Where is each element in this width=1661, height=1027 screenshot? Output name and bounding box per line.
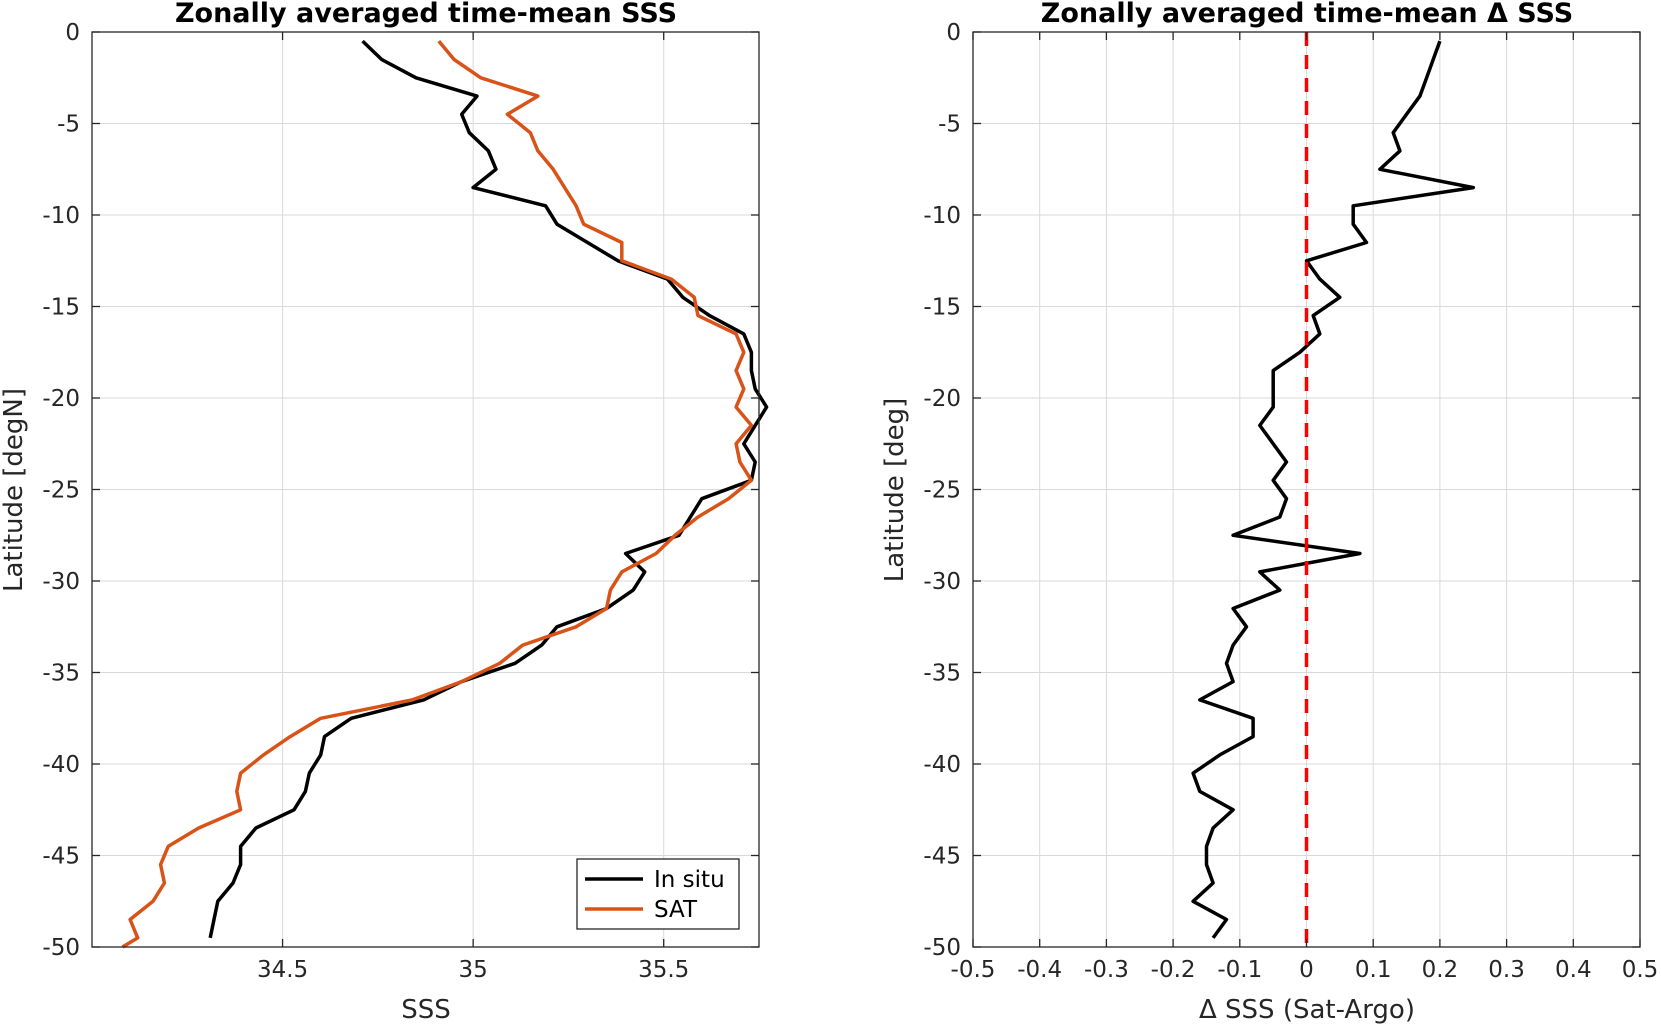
right-x-tick-label: 0.2 — [1422, 957, 1459, 983]
right-x-tick-label: 0.1 — [1355, 957, 1392, 983]
left-y-tick-label: -10 — [42, 203, 80, 229]
right-y-tick-label: -15 — [923, 295, 961, 321]
right-x-tick-label: 0.3 — [1488, 957, 1525, 983]
right-y-tick-label: -35 — [923, 661, 961, 687]
right-y-axis-label: Latitude [deg] — [880, 398, 910, 583]
right-x-tick-label: 0 — [1299, 957, 1314, 983]
left-x-tick-label: 35 — [459, 957, 488, 983]
left-x-tick-label: 34.5 — [257, 957, 308, 983]
right-y-tick-label: -25 — [923, 478, 961, 504]
legend: In situ SAT — [576, 858, 740, 930]
left-y-tick-label: -40 — [42, 752, 80, 778]
right-x-tick-label: 0.4 — [1555, 957, 1592, 983]
legend-box — [576, 858, 740, 930]
left-y-tick-label: -35 — [42, 661, 80, 687]
left-panel-sss: Zonally averaged time-mean SSS 34.5 35 35.… — [0, 0, 769, 1025]
left-y-tick-label: -50 — [42, 935, 80, 961]
right-y-tick-label: -40 — [923, 752, 961, 778]
right-x-tick-label: -0.3 — [1084, 957, 1129, 983]
right-x-tick-label: -0.1 — [1217, 957, 1262, 983]
legend-label-sat: SAT — [654, 897, 698, 923]
right-x-tick-label: -0.2 — [1151, 957, 1196, 983]
right-chart-title: Zonally averaged time-mean Δ SSS — [1041, 0, 1573, 29]
right-y-tick-label: 0 — [946, 20, 961, 46]
left-y-tick-label: -25 — [42, 478, 80, 504]
left-y-axis-label: Latitude [degN] — [0, 388, 29, 592]
left-y-tick-label: -5 — [57, 112, 80, 138]
right-y-tick-label: -20 — [923, 386, 961, 412]
left-y-tick-label: -45 — [42, 844, 80, 870]
left-series-line-in-situ — [208, 39, 769, 939]
left-y-tick-label: -30 — [42, 569, 80, 595]
legend-label-in-situ: In situ — [654, 867, 725, 893]
right-series-line-delta — [1191, 40, 1476, 939]
right-panel-delta-sss: Zonally averaged time-mean Δ SSS -0.5 -0.… — [880, 0, 1658, 1025]
right-y-tick-label: -30 — [923, 569, 961, 595]
right-y-tick-label: -50 — [923, 935, 961, 961]
right-y-tick-label: -5 — [938, 112, 961, 138]
left-y-tick-label: -20 — [42, 386, 80, 412]
left-series-line-sat — [121, 39, 754, 949]
right-x-tick-label: -0.4 — [1017, 957, 1062, 983]
right-x-tick-label: 0.5 — [1622, 957, 1659, 983]
right-y-tick-label: -45 — [923, 844, 961, 870]
left-y-tick-label: -15 — [42, 295, 80, 321]
left-y-tick-label: 0 — [65, 20, 80, 46]
left-x-tick-label: 35.5 — [638, 957, 689, 983]
right-x-axis-label: Δ SSS (Sat-Argo) — [1199, 995, 1415, 1025]
right-x-tick-label: -0.5 — [951, 957, 996, 983]
right-y-tick-label: -10 — [923, 203, 961, 229]
left-chart-title: Zonally averaged time-mean SSS — [175, 0, 677, 29]
left-x-axis-label: SSS — [401, 995, 451, 1025]
